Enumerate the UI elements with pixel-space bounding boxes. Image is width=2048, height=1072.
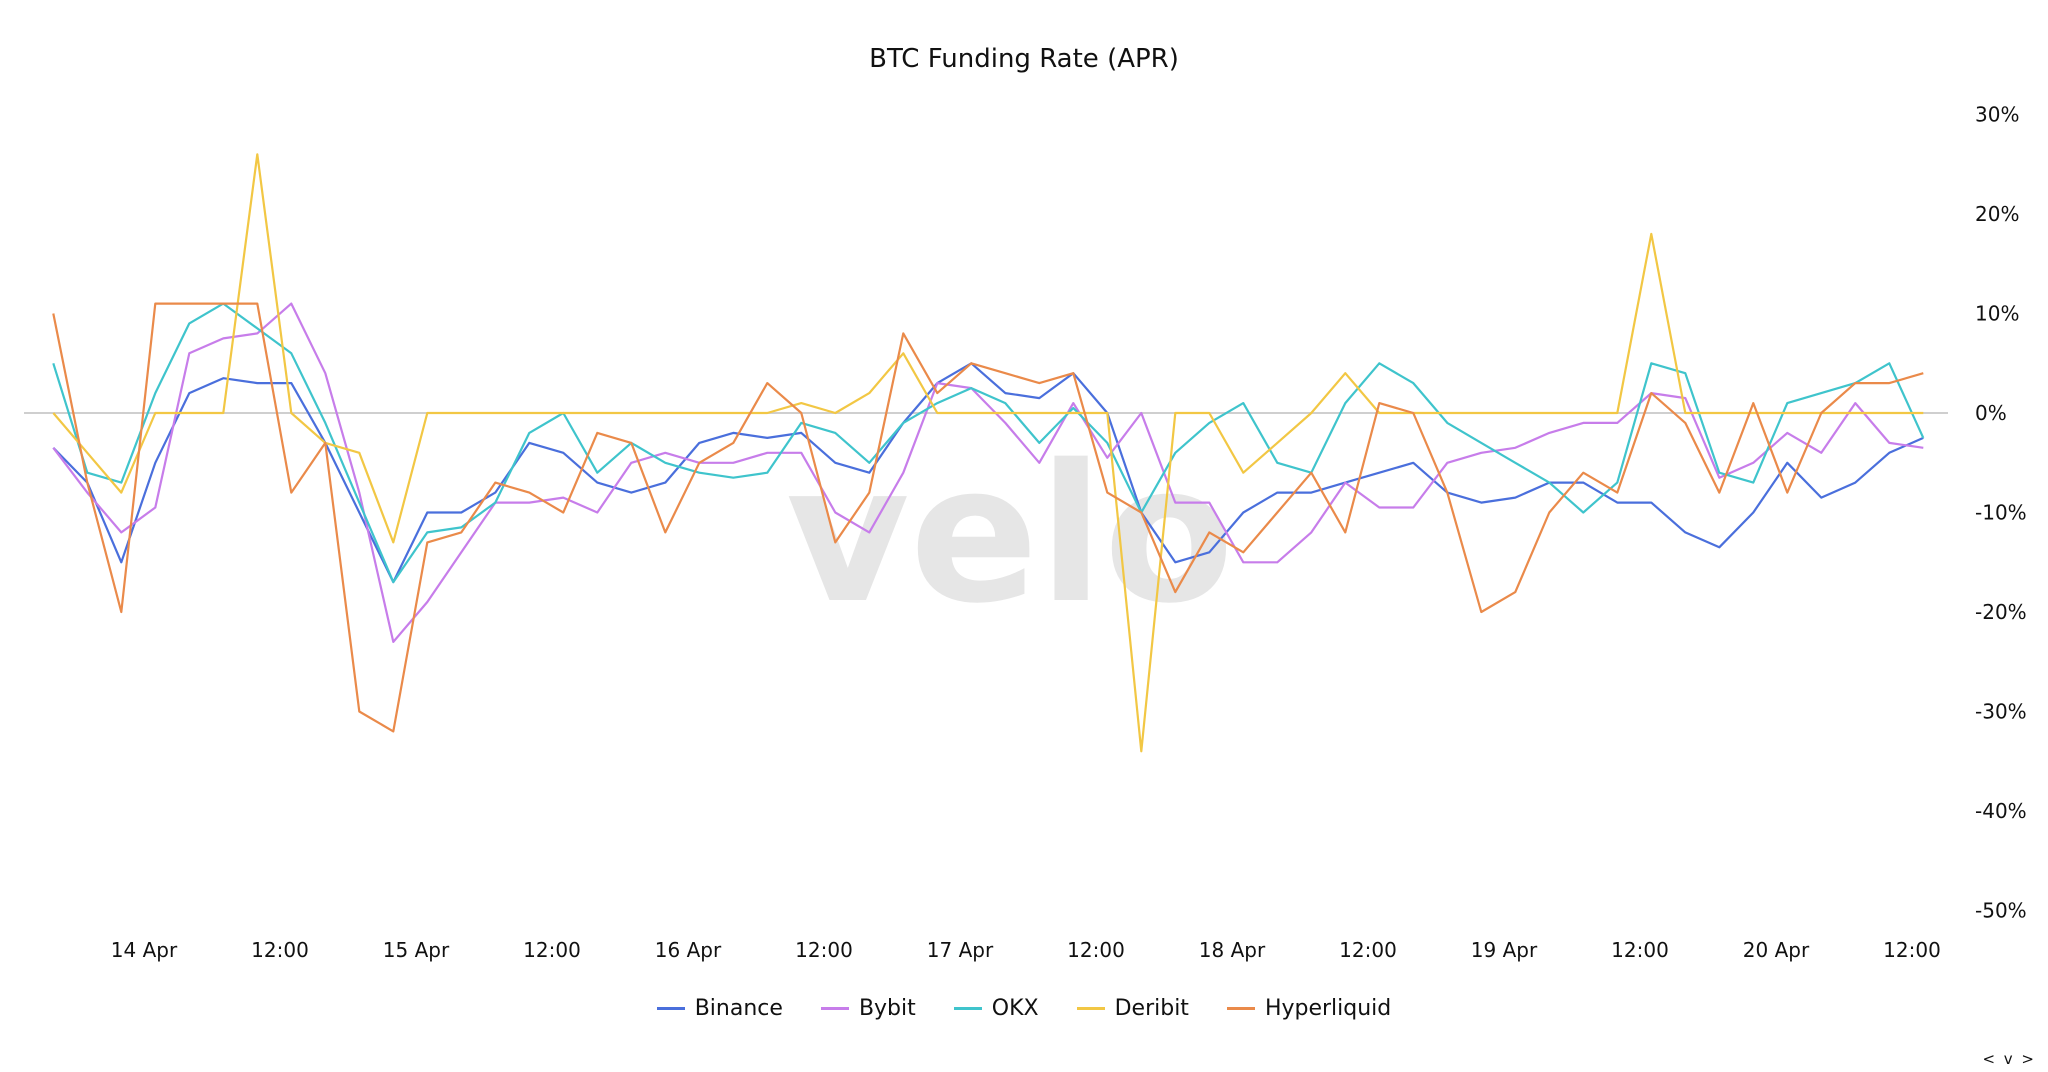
watermark-logo: velo <box>786 424 1234 645</box>
legend-label: Bybit <box>858 996 916 1021</box>
y-tick-label: -50% <box>1975 899 2027 923</box>
x-tick-label: 12:00 <box>1883 938 1941 962</box>
x-tick-label: 17 Apr <box>927 938 994 962</box>
legend-swatch <box>1076 1007 1105 1010</box>
y-tick-label: 20% <box>1975 202 2019 226</box>
y-tick-label: 30% <box>1975 103 2019 127</box>
x-tick-label: 15 Apr <box>383 938 450 962</box>
legend: Binance Bybit OKX Deribit Hyperliquid <box>0 996 2048 1021</box>
x-tick-label: 12:00 <box>1067 938 1125 962</box>
legend-swatch <box>953 1007 982 1010</box>
legend-swatch <box>656 1007 685 1010</box>
x-tick-label: 14 Apr <box>111 938 178 962</box>
y-tick-label: -40% <box>1975 799 2027 823</box>
series-line-hyperliquid <box>52 302 1924 733</box>
x-tick-label: 12:00 <box>251 938 309 962</box>
chart-nav-control[interactable]: < v > <box>1982 1050 2036 1068</box>
x-tick-label: 12:00 <box>523 938 581 962</box>
y-tick-label: -20% <box>1975 600 2027 624</box>
series-line-deribit <box>52 153 1924 753</box>
legend-item-deribit[interactable]: Deribit <box>1076 996 1189 1021</box>
x-tick-label: 16 Apr <box>655 938 722 962</box>
y-tick-label: 0% <box>1975 401 2007 425</box>
legend-label: Binance <box>694 996 783 1021</box>
legend-item-binance[interactable]: Binance <box>656 996 783 1021</box>
y-tick-label: 10% <box>1975 302 2019 326</box>
y-tick-label: -30% <box>1975 700 2027 724</box>
legend-item-bybit[interactable]: Bybit <box>820 996 916 1021</box>
chart-title: BTC Funding Rate (APR) <box>869 44 1179 74</box>
legend-swatch <box>1226 1007 1255 1010</box>
legend-item-hyperliquid[interactable]: Hyperliquid <box>1226 996 1392 1021</box>
series-line-okx <box>52 302 1925 584</box>
legend-swatch <box>820 1007 849 1010</box>
x-tick-label: 12:00 <box>1339 938 1397 962</box>
legend-label: Deribit <box>1114 996 1189 1021</box>
x-tick-label: 12:00 <box>795 938 853 962</box>
x-tick-label: 20 Apr <box>1743 938 1810 962</box>
y-tick-label: -10% <box>1975 501 2027 525</box>
series-line-binance <box>52 362 1924 584</box>
x-tick-label: 19 Apr <box>1471 938 1538 962</box>
legend-item-okx[interactable]: OKX <box>953 996 1039 1021</box>
x-tick-label: 18 Apr <box>1199 938 1266 962</box>
x-tick-label: 12:00 <box>1611 938 1669 962</box>
legend-label: Hyperliquid <box>1264 996 1392 1021</box>
legend-label: OKX <box>991 996 1039 1021</box>
